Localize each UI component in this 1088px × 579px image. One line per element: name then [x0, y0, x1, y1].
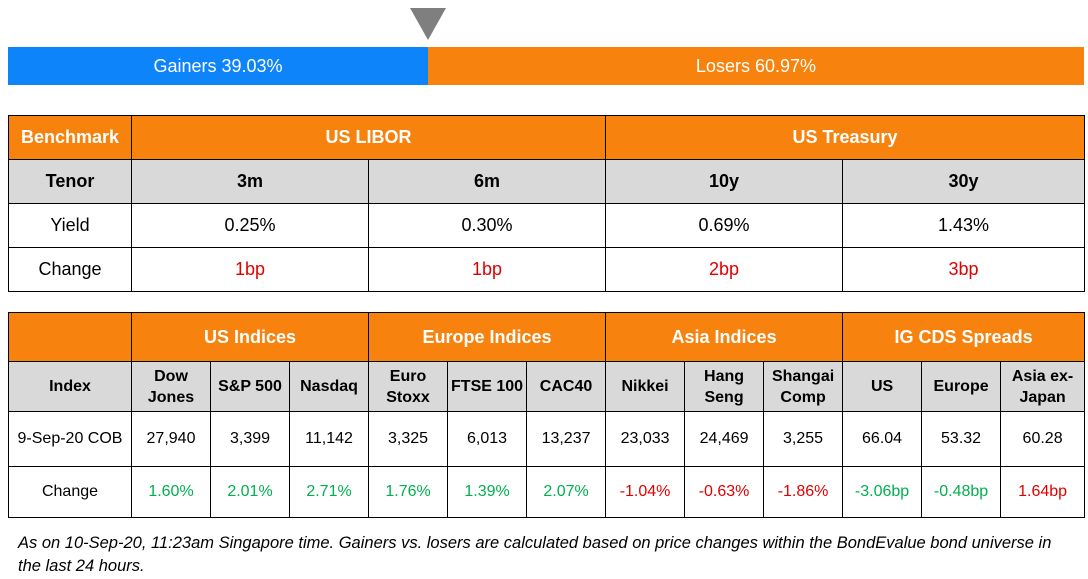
level-cell: 27,940	[131, 411, 211, 467]
index-change-cell: -3.06bp	[842, 466, 923, 518]
yield-label: Yield	[8, 203, 132, 248]
benchmark-header: Benchmark	[8, 115, 132, 160]
indices-table: US Indices Europe Indices Asia Indices I…	[8, 312, 1086, 518]
index-change-cell: 1.76%	[368, 466, 449, 518]
index-name-cell: S&P 500	[210, 361, 290, 412]
index-name-cell: Hang Seng	[684, 361, 765, 412]
change-cell: 2bp	[605, 247, 844, 292]
index-change-row: Change 1.60% 2.01% 2.71% 1.76% 1.39% 2.0…	[8, 466, 1086, 518]
index-change-cell: 2.07%	[526, 466, 607, 518]
europe-indices-header: Europe Indices	[368, 312, 607, 362]
index-change-cell: 1.64bp	[1000, 466, 1086, 518]
index-change-cell: -1.86%	[763, 466, 844, 518]
indices-group-row: US Indices Europe Indices Asia Indices I…	[8, 312, 1086, 362]
change-cell: 1bp	[131, 247, 369, 292]
gainers-label: Gainers 39.03%	[153, 55, 283, 76]
change-label: Change	[8, 247, 132, 292]
level-cell: 60.28	[1000, 411, 1086, 467]
index-name-cell: Nikkei	[605, 361, 686, 412]
index-change-cell: 2.71%	[288, 466, 370, 518]
yield-cell: 1.43%	[842, 203, 1086, 248]
yield-cell: 0.30%	[367, 203, 607, 248]
index-name-cell: Asia ex- Japan	[1000, 361, 1086, 412]
index-change-cell: -0.48bp	[921, 466, 1002, 518]
index-label: Index	[8, 361, 132, 412]
tenor-cell: 30y	[842, 159, 1086, 204]
level-cell: 11,142	[288, 411, 370, 467]
change-cell: 3bp	[842, 247, 1086, 292]
treasury-header: US Treasury	[605, 115, 1086, 160]
index-change-cell: -1.04%	[605, 466, 686, 518]
index-name-cell: Euro Stoxx	[368, 361, 449, 412]
level-cell: 66.04	[842, 411, 923, 467]
tenor-cell: 6m	[367, 159, 607, 204]
tenor-cell: 3m	[131, 159, 369, 204]
tenor-cell: 10y	[605, 159, 844, 204]
tenor-label: Tenor	[8, 159, 132, 204]
index-change-cell: 1.39%	[447, 466, 528, 518]
benchmark-header-row: Benchmark US LIBOR US Treasury	[8, 115, 1086, 160]
benchmark-table: Benchmark US LIBOR US Treasury Tenor 3m …	[8, 115, 1086, 292]
level-cell: 53.32	[921, 411, 1002, 467]
index-name-cell: FTSE 100	[447, 361, 528, 412]
index-name-cell: Europe	[921, 361, 1002, 412]
level-cell: 3,325	[368, 411, 449, 467]
change-cell: 1bp	[367, 247, 607, 292]
index-change-cell: 1.60%	[131, 466, 211, 518]
index-name-cell: CAC40	[526, 361, 607, 412]
asia-indices-header: Asia Indices	[605, 312, 844, 362]
level-cell: 23,033	[605, 411, 686, 467]
index-level-row: 9-Sep-20 COB 27,940 3,399 11,142 3,325 6…	[8, 411, 1086, 467]
blank-header	[8, 312, 132, 362]
yield-cell: 0.69%	[605, 203, 844, 248]
footnote: As on 10-Sep-20, 11:23am Singapore time.…	[18, 534, 1052, 575]
level-cell: 13,237	[526, 411, 607, 467]
index-change-cell: 2.01%	[210, 466, 290, 518]
benchmark-change-row: Change 1bp 1bp 2bp 3bp	[8, 247, 1086, 292]
gainers-segment: Gainers 39.03%	[8, 47, 428, 85]
losers-segment: Losers 60.97%	[427, 47, 1084, 85]
index-name-cell: Shangai Comp	[763, 361, 844, 412]
level-cell: 6,013	[447, 411, 528, 467]
tenor-row: Tenor 3m 6m 10y 30y	[8, 159, 1086, 204]
yield-cell: 0.25%	[131, 203, 369, 248]
index-name-cell: Dow Jones	[131, 361, 211, 412]
level-cell: 24,469	[684, 411, 765, 467]
ratio-pointer-icon	[409, 8, 446, 40]
yield-row: Yield 0.25% 0.30% 0.69% 1.43%	[8, 203, 1086, 248]
level-date-label: 9-Sep-20 COB	[8, 411, 132, 467]
index-name-cell: US	[842, 361, 923, 412]
index-names-row: Index Dow Jones S&P 500 Nasdaq Euro Stoxx …	[8, 361, 1086, 412]
level-cell: 3,255	[763, 411, 844, 467]
index-change-cell: -0.63%	[684, 466, 765, 518]
level-cell: 3,399	[210, 411, 290, 467]
losers-label: Losers 60.97%	[695, 55, 816, 76]
libor-header: US LIBOR	[130, 115, 607, 160]
index-name-cell: Nasdaq	[288, 361, 370, 412]
index-change-label: Change	[8, 466, 132, 518]
cds-spreads-header: IG CDS Spreads	[842, 312, 1086, 362]
us-indices-header: US Indices	[130, 312, 370, 362]
gainers-losers-bar: Gainers 39.03% Losers 60.97%	[8, 47, 1084, 85]
